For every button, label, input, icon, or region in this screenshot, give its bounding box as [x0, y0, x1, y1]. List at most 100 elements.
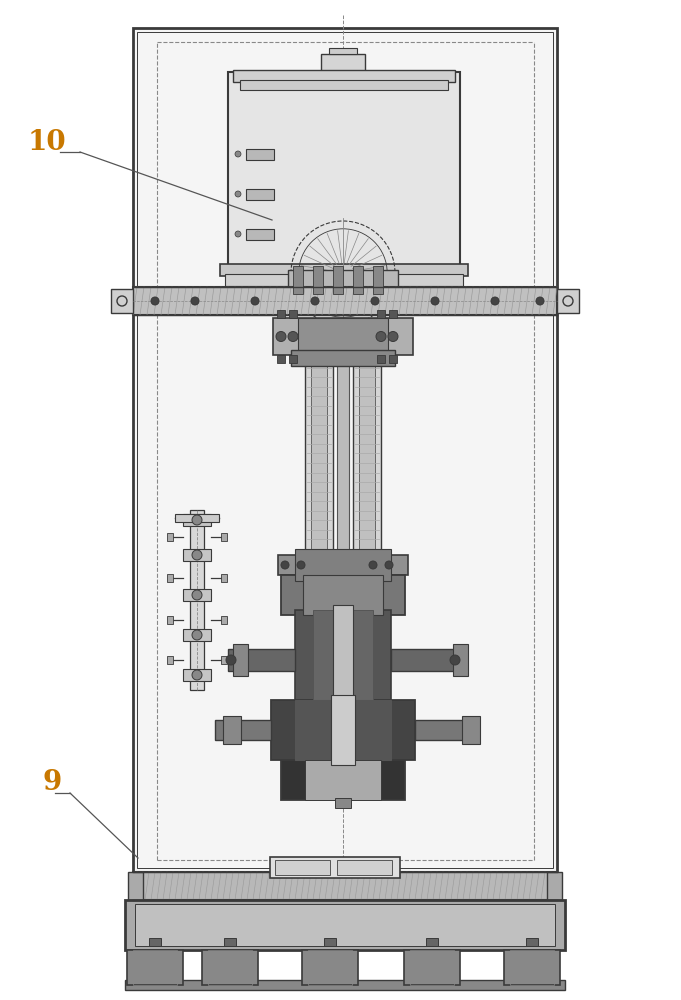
Bar — [337, 358, 349, 568]
Bar — [183, 514, 211, 526]
Bar — [295, 549, 391, 581]
Bar — [246, 229, 274, 240]
Bar — [190, 510, 204, 690]
Bar — [175, 514, 219, 522]
Bar — [288, 270, 398, 290]
Bar — [526, 938, 538, 946]
Bar — [128, 872, 143, 900]
Bar — [303, 575, 383, 615]
Bar — [270, 857, 400, 878]
Bar — [353, 358, 381, 568]
Bar — [228, 72, 460, 268]
Circle shape — [376, 332, 386, 342]
Bar — [228, 649, 295, 671]
Bar — [167, 574, 173, 582]
Bar — [183, 629, 211, 641]
Circle shape — [288, 332, 298, 342]
Bar — [462, 716, 480, 744]
Circle shape — [235, 151, 241, 157]
Circle shape — [385, 561, 393, 569]
Bar — [225, 274, 463, 286]
Bar — [293, 266, 303, 294]
Circle shape — [281, 561, 289, 569]
Bar — [137, 32, 553, 868]
Bar — [389, 310, 397, 318]
Bar — [167, 656, 173, 664]
Bar — [233, 70, 455, 82]
Bar — [183, 589, 211, 601]
Bar — [389, 355, 397, 363]
Bar — [313, 610, 373, 700]
Bar — [133, 287, 557, 315]
Bar — [295, 700, 391, 760]
Bar — [324, 938, 336, 946]
Bar — [313, 266, 323, 294]
Bar — [281, 760, 405, 800]
Bar — [335, 798, 351, 808]
Bar — [278, 555, 408, 575]
Bar — [183, 669, 211, 681]
Circle shape — [251, 297, 259, 305]
Bar — [557, 289, 579, 313]
Bar — [291, 350, 395, 366]
Bar — [221, 533, 227, 541]
Bar — [223, 716, 241, 744]
Bar — [359, 358, 375, 568]
Circle shape — [235, 191, 241, 197]
Bar — [246, 189, 274, 200]
Circle shape — [192, 515, 202, 525]
Text: 10: 10 — [28, 129, 67, 156]
Bar — [353, 266, 363, 294]
Bar — [404, 950, 460, 985]
Circle shape — [151, 297, 159, 305]
Bar — [510, 950, 554, 985]
Bar — [377, 310, 385, 318]
Bar — [415, 720, 470, 740]
Circle shape — [369, 561, 377, 569]
Bar — [305, 358, 333, 568]
Text: 9: 9 — [42, 769, 61, 796]
Circle shape — [491, 297, 499, 305]
Bar — [273, 318, 413, 355]
Bar — [125, 980, 565, 990]
Bar — [111, 289, 133, 313]
Bar — [289, 310, 297, 318]
Bar — [215, 720, 271, 740]
Circle shape — [536, 297, 544, 305]
Bar — [208, 950, 252, 985]
Bar — [333, 266, 343, 294]
Bar — [321, 54, 365, 72]
Bar — [135, 904, 555, 946]
Bar — [221, 574, 227, 582]
Circle shape — [297, 561, 305, 569]
Circle shape — [192, 630, 202, 640]
Bar — [302, 950, 358, 985]
Bar — [291, 560, 395, 576]
Bar — [281, 575, 405, 615]
Bar — [504, 950, 560, 985]
Bar — [277, 355, 285, 363]
Bar — [547, 872, 562, 900]
Bar — [221, 656, 227, 664]
Bar — [149, 938, 161, 946]
Bar — [295, 610, 391, 700]
Circle shape — [311, 297, 319, 305]
Bar — [333, 605, 353, 705]
Circle shape — [276, 332, 286, 342]
Bar — [298, 318, 388, 355]
Bar — [426, 938, 438, 946]
Bar — [167, 616, 173, 624]
Bar — [246, 149, 274, 160]
Bar — [220, 264, 468, 276]
Bar — [127, 950, 183, 985]
Bar — [337, 860, 392, 875]
Circle shape — [192, 550, 202, 560]
Bar — [453, 644, 468, 676]
Bar — [202, 950, 258, 985]
Bar — [391, 649, 458, 671]
Circle shape — [191, 297, 199, 305]
Bar — [377, 355, 385, 363]
Circle shape — [431, 297, 439, 305]
Bar — [311, 358, 327, 568]
Bar — [133, 872, 557, 900]
